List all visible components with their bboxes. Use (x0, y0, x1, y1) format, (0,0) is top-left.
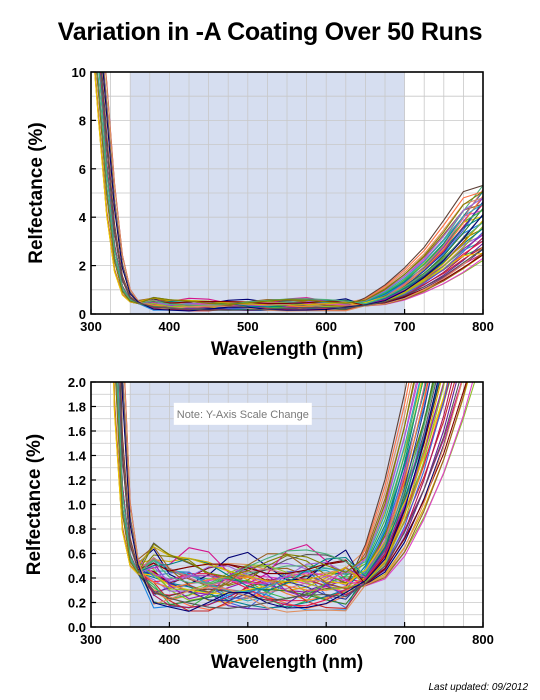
series-line-48 (105, 72, 483, 312)
x-tick-label: 300 (80, 632, 102, 647)
y-tick-label: 1.4 (68, 449, 87, 464)
series-line-48 (124, 382, 463, 613)
y-tick-label: 0.2 (68, 596, 86, 611)
series-line-47 (96, 72, 483, 305)
x-tick-label: 800 (472, 319, 494, 334)
x-axis-label: Wavelength (nm) (211, 339, 363, 360)
series-line-33 (113, 382, 449, 594)
series-line-38 (124, 382, 474, 587)
series-line-46 (98, 72, 483, 306)
axis-ticks: 300 400 500 600 700 800 0 2 4 6 8 10 (72, 65, 494, 334)
y-tick-label: 1.8 (68, 400, 86, 415)
y-tick-label: 0.6 (68, 547, 86, 562)
page-title: Variation in -A Coating Over 50 Runs (57, 18, 483, 46)
chart-bottom: Note: Y-Axis Scale Change 300 400 500 600 700… (24, 375, 494, 673)
y-tick-label: 4 (79, 210, 87, 225)
note-text: Note: Y-Axis Scale Change (177, 409, 309, 421)
series-line-19 (122, 382, 463, 586)
x-tick-label: 300 (80, 319, 102, 334)
series-line-49 (102, 72, 483, 312)
series-line-24 (121, 382, 457, 610)
y-tick-label: 8 (79, 113, 86, 128)
y-tick-label: 2.0 (68, 375, 86, 390)
y-tick-label: 1.6 (68, 424, 86, 439)
series-group (113, 382, 476, 613)
y-tick-label: 6 (79, 162, 86, 177)
y-tick-label: 1.2 (68, 473, 86, 488)
x-tick-label: 400 (159, 319, 181, 334)
last-updated: Last updated: 09/2012 (428, 682, 528, 693)
x-tick-label: 500 (237, 632, 259, 647)
series-group (94, 72, 483, 312)
x-tick-label: 700 (394, 632, 416, 647)
x-tick-label: 400 (159, 632, 181, 647)
y-axis-label: Relfectance (%) (24, 434, 45, 576)
series-line-46 (117, 382, 436, 584)
series-line-43 (124, 382, 468, 593)
series-line-50 (119, 382, 460, 609)
plot-frame (90, 71, 484, 315)
y-tick-label: 0 (79, 307, 86, 322)
x-tick-label: 600 (315, 632, 337, 647)
y-tick-label: 10 (72, 65, 86, 80)
series-line-49 (121, 382, 439, 612)
y-tick-label: 0.0 (68, 620, 86, 635)
x-tick-label: 800 (472, 632, 494, 647)
x-tick-label: 500 (237, 319, 259, 334)
x-tick-label: 600 (315, 319, 337, 334)
chart-top: 300 400 500 600 700 800 0 2 4 6 8 10 Wavelength (nm)… (26, 65, 494, 360)
x-axis-label: Wavelength (nm) (211, 652, 363, 673)
note-box (173, 402, 312, 425)
y-tick-label: 2 (79, 259, 86, 274)
x-tick-label: 700 (394, 319, 416, 334)
y-tick-label: 0.4 (68, 571, 87, 586)
series-line-47 (115, 382, 415, 578)
y-tick-label: 0.8 (68, 522, 86, 537)
axis-ticks: 300 400 500 600 700 800 0.0 0.2 0.4 0.6 0.8 1.0 1.2 1… (68, 375, 494, 647)
y-axis-label: Relfectance (%) (26, 122, 47, 264)
y-tick-label: 1.0 (68, 498, 86, 513)
